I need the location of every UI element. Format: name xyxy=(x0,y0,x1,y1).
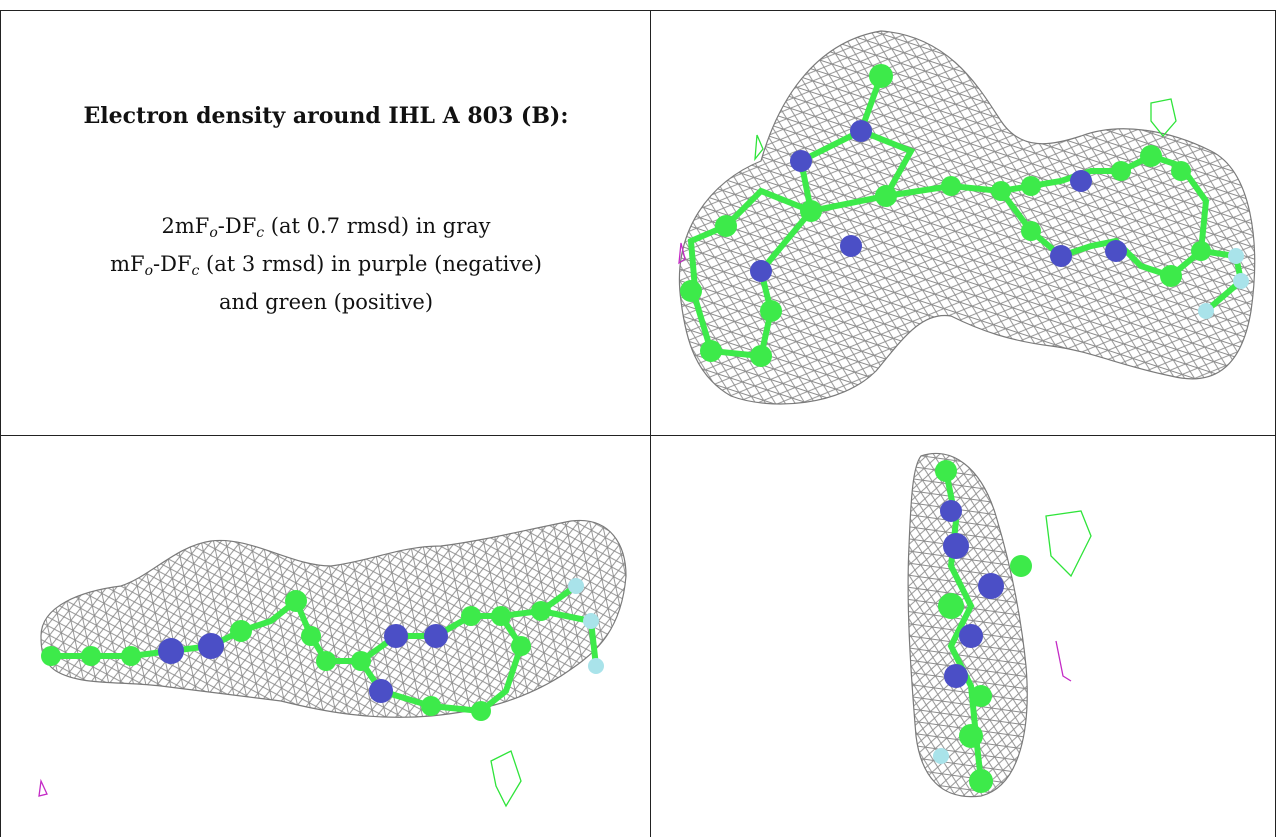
carbon-atom xyxy=(875,185,897,207)
carbon-atom xyxy=(700,340,722,362)
carbon-atom xyxy=(760,300,782,322)
positive-density-blob xyxy=(754,134,764,162)
caption-line-1: 2mFo-DFc (at 0.7 rmsd) in gray xyxy=(161,214,491,241)
carbon-atom xyxy=(750,345,772,367)
carbon-atom xyxy=(421,696,441,716)
molecule-atoms-end xyxy=(933,460,1032,793)
caption-line-3: and green (positive) xyxy=(218,290,434,314)
figure-title: Electron density around IHL A 803 (B): xyxy=(83,103,569,129)
density-image-side xyxy=(38,519,627,808)
carbon-atom xyxy=(471,701,491,721)
density-image-end xyxy=(907,452,1092,798)
carbon-atom xyxy=(1111,161,1131,181)
density-image-top xyxy=(678,30,1256,405)
carbon-atom xyxy=(351,651,371,671)
fluorine-atom xyxy=(583,613,599,629)
carbon-atom xyxy=(1021,176,1041,196)
nitrogen-atom xyxy=(959,624,983,648)
nitrogen-atom xyxy=(850,120,872,142)
density-view-side xyxy=(1,436,650,837)
carbon-atom xyxy=(1021,221,1041,241)
carbon-atom xyxy=(461,606,481,626)
carbon-atom xyxy=(1140,145,1162,167)
carbon-atom xyxy=(935,460,957,482)
nitrogen-atom xyxy=(158,638,184,664)
fluorine-atom xyxy=(1198,303,1214,319)
carbon-atom xyxy=(531,601,551,621)
carbon-atom xyxy=(121,646,141,666)
carbon-atom xyxy=(941,176,961,196)
nitrogen-atom xyxy=(384,624,408,648)
carbon-atom xyxy=(959,724,983,748)
molecule-atoms-side xyxy=(41,578,604,721)
carbon-atom xyxy=(938,593,964,619)
fluorine-atom xyxy=(933,748,949,764)
carbon-atom xyxy=(680,280,702,302)
carbon-atom xyxy=(869,64,893,88)
table-middle-divider xyxy=(650,10,651,837)
positive-density-blob xyxy=(1045,510,1092,578)
nitrogen-atom xyxy=(1050,245,1072,267)
fluorine-atom xyxy=(588,658,604,674)
figure-caption: 2mFo-DFc (at 0.7 rmsd) in gray mFo-DFc (… xyxy=(1,211,650,318)
table-left-border xyxy=(0,10,1,837)
carbon-atom xyxy=(285,590,307,612)
carbon-atom xyxy=(715,215,737,237)
negative-density-blob xyxy=(678,242,686,265)
carbon-atom xyxy=(1191,241,1211,261)
carbon-atom xyxy=(41,646,61,666)
carbon-atom xyxy=(1160,265,1182,287)
table-row-divider xyxy=(0,435,1276,436)
nitrogen-atom xyxy=(1105,240,1127,262)
nitrogen-atom xyxy=(369,679,393,703)
nitrogen-atom xyxy=(840,235,862,257)
carbon-atom xyxy=(301,626,321,646)
molecule-atoms-top xyxy=(680,64,1249,367)
nitrogen-atom xyxy=(940,500,962,522)
carbon-atom xyxy=(1010,555,1032,577)
fluorine-atom xyxy=(1228,248,1244,264)
carbon-atom xyxy=(1171,161,1191,181)
negative-density-blob xyxy=(38,778,48,797)
nitrogen-atom xyxy=(790,150,812,172)
electron-density-mesh xyxy=(679,30,1256,405)
table-top-border xyxy=(0,10,1276,11)
carbon-atom xyxy=(491,606,511,626)
carbon-atom xyxy=(316,651,336,671)
nitrogen-atom xyxy=(198,633,224,659)
negative-density-blob xyxy=(1055,640,1072,682)
positive-density-blob xyxy=(490,750,522,808)
electron-density-mesh xyxy=(40,519,627,718)
nitrogen-atom xyxy=(944,664,968,688)
carbon-atom xyxy=(991,181,1011,201)
carbon-atom xyxy=(800,200,822,222)
nitrogen-atom xyxy=(750,260,772,282)
nitrogen-atom xyxy=(978,573,1004,599)
caption-line-2: mFo-DFc (at 3 rmsd) in purple (negative) xyxy=(110,252,542,279)
fluorine-atom xyxy=(1233,273,1249,289)
nitrogen-atom xyxy=(1070,170,1092,192)
nitrogen-atom xyxy=(424,624,448,648)
carbon-atom xyxy=(81,646,101,666)
fluorine-atom xyxy=(568,578,584,594)
positive-density-blob xyxy=(1150,98,1177,138)
carbon-atom xyxy=(970,685,992,707)
carbon-atom xyxy=(511,636,531,656)
nitrogen-atom xyxy=(943,533,969,559)
carbon-atom xyxy=(969,769,993,793)
density-view-end xyxy=(651,436,1275,837)
density-view-top xyxy=(651,11,1275,435)
caption-cell: Electron density around IHL A 803 (B): 2… xyxy=(1,11,650,435)
carbon-atom xyxy=(230,620,252,642)
